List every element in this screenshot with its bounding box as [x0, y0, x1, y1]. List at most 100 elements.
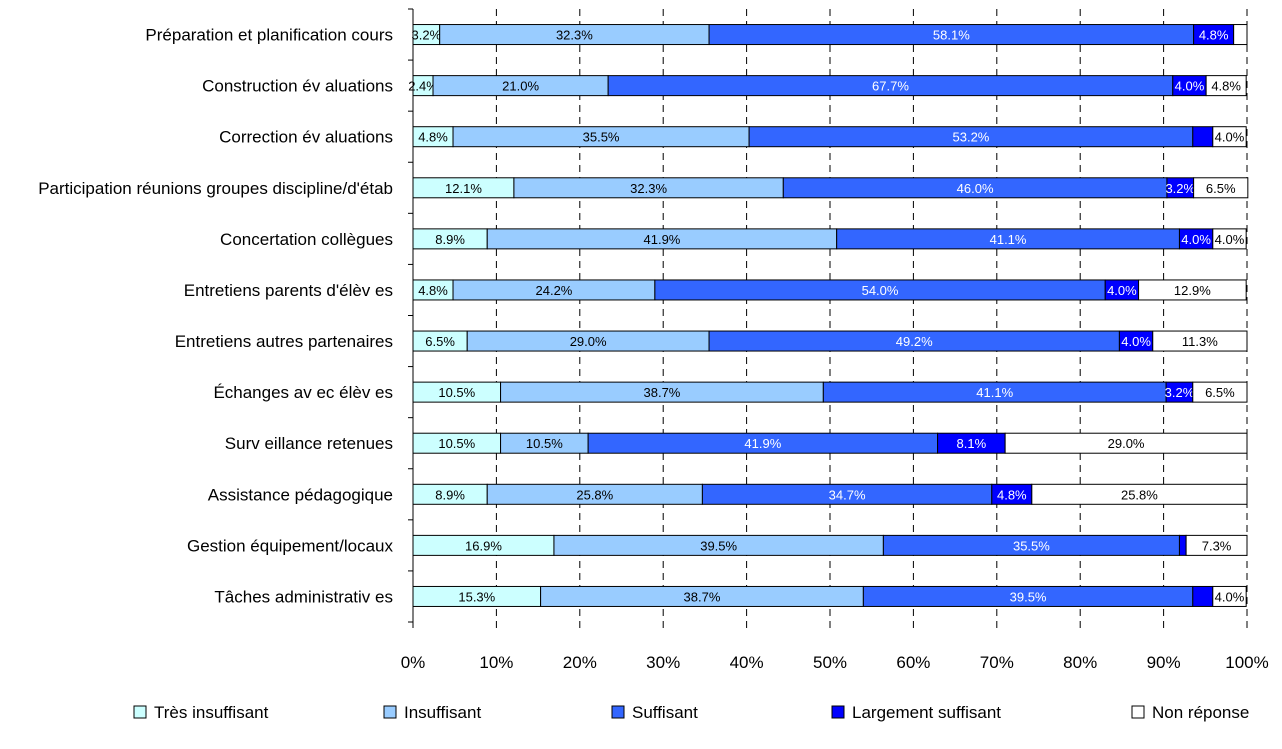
data-label: 10.5%: [438, 385, 475, 400]
x-tick-label: 80%: [1063, 653, 1097, 672]
data-label: 3.2%: [1165, 385, 1195, 400]
data-label: 15.3%: [458, 589, 495, 604]
data-label: 34.7%: [829, 487, 866, 502]
bar-segment: [1178, 534, 1187, 556]
legend-swatch: [383, 705, 397, 719]
bar-segment: [1192, 126, 1214, 148]
legend-label: Largement suffisant: [852, 703, 1001, 722]
gridlines: [495, 9, 1248, 622]
data-label: 4.0%: [1175, 79, 1205, 94]
bar-segment: [1212, 126, 1247, 148]
legend-label: Insuffisant: [404, 703, 481, 722]
data-label: 41.9%: [744, 436, 781, 451]
data-label: 4.0%: [1215, 589, 1245, 604]
legend-swatch: [611, 705, 625, 719]
data-label: 6.5%: [425, 334, 455, 349]
data-label: 32.3%: [556, 28, 593, 43]
data-label: 25.8%: [1121, 487, 1158, 502]
data-label: 41.1%: [990, 232, 1027, 247]
data-label: 4.0%: [1181, 232, 1211, 247]
bar-segment: [1212, 228, 1247, 250]
bar-segment: [1205, 75, 1247, 97]
data-label: 3.2%: [1165, 181, 1195, 196]
data-label: 21.0%: [502, 79, 539, 94]
data-label: 8.9%: [435, 232, 465, 247]
data-label: 67.7%: [872, 79, 909, 94]
x-tick-label: 20%: [563, 653, 597, 672]
data-label: 8.9%: [435, 487, 465, 502]
bar-segment: [1193, 177, 1249, 199]
category-label: Gestion équipement/locaux: [187, 536, 394, 555]
data-label: 29.0%: [1108, 436, 1145, 451]
legend-swatch: [133, 705, 147, 719]
data-label: 53.2%: [953, 130, 990, 145]
data-label: 4.8%: [1211, 79, 1241, 94]
category-label: Échanges av ec élèv es: [213, 383, 393, 402]
bar-segment: [1233, 24, 1248, 46]
category-label: Entretiens autres partenaires: [175, 332, 393, 351]
data-label: 46.0%: [957, 181, 994, 196]
bar-segment: [1152, 330, 1248, 352]
x-tick-label: 40%: [730, 653, 764, 672]
data-label: 25.8%: [576, 487, 613, 502]
data-label: 41.9%: [644, 232, 681, 247]
category-label: Entretiens parents d'élèv es: [184, 281, 393, 300]
x-tick-label: 0%: [401, 653, 426, 672]
category-label: Surv eillance retenues: [225, 434, 393, 453]
data-label: 4.8%: [418, 283, 448, 298]
data-label: 11.3%: [1182, 334, 1218, 349]
bar-segment: [1031, 483, 1248, 505]
x-tick-label: 50%: [813, 653, 847, 672]
bars: 3.2% 32.3% 58.1% 4.8% 2.4% 21.0% 67.7% 4.0% 4.8%…: [408, 24, 1249, 607]
data-label: 38.7%: [644, 385, 681, 400]
data-label: 16.9%: [465, 538, 502, 553]
data-label: 4.8%: [1199, 28, 1229, 43]
data-label: 6.5%: [1206, 181, 1236, 196]
data-label: 38.7%: [684, 589, 721, 604]
data-label: 41.1%: [976, 385, 1013, 400]
bar-segment: [1212, 585, 1247, 607]
data-label: 3.2%: [412, 28, 442, 43]
legend-swatch: [831, 705, 845, 719]
bar-segment: [1138, 279, 1247, 301]
category-label: Participation réunions groupes disciplin…: [38, 179, 393, 198]
data-label: 4.0%: [1121, 334, 1151, 349]
data-label: 10.5%: [438, 436, 475, 451]
axes: 0% 10% 20% 30% 40% 50% 60% 70% 80% 90% 100% Prépara…: [38, 8, 1269, 672]
data-label: 4.8%: [418, 130, 448, 145]
data-label: 58.1%: [933, 28, 970, 43]
data-label: 29.0%: [570, 334, 607, 349]
data-label: 4.0%: [1215, 232, 1245, 247]
x-tick-label: 10%: [479, 653, 513, 672]
x-tick-label: 60%: [896, 653, 930, 672]
data-label: 2.4%: [408, 79, 438, 94]
legend: Très insuffisant Insuffisant Suffisant Larg…: [133, 703, 1249, 722]
bar-segment: [1192, 585, 1214, 607]
data-label: 24.2%: [536, 283, 573, 298]
category-label: Construction év aluations: [202, 77, 393, 96]
data-label: 6.5%: [1205, 385, 1235, 400]
category-label: Correction év aluations: [219, 128, 393, 147]
data-label: 54.0%: [862, 283, 899, 298]
data-label: 8.1%: [957, 436, 987, 451]
legend-label: Très insuffisant: [154, 703, 269, 722]
legend-label: Suffisant: [632, 703, 698, 722]
bar-segment: [1192, 381, 1248, 403]
data-label: 10.5%: [526, 436, 563, 451]
x-tick-label: 90%: [1147, 653, 1181, 672]
x-tick-label: 100%: [1225, 653, 1268, 672]
data-label: 39.5%: [1010, 589, 1047, 604]
data-label: 4.0%: [1107, 283, 1137, 298]
x-tick-label: 30%: [646, 653, 680, 672]
x-tick-label: 70%: [980, 653, 1014, 672]
bar-segment: [1004, 432, 1248, 454]
data-label: 32.3%: [630, 181, 667, 196]
legend-label: Non réponse: [1152, 703, 1249, 722]
data-label: 4.0%: [1215, 130, 1245, 145]
data-label: 7.3%: [1202, 538, 1232, 553]
data-label: 4.8%: [997, 487, 1027, 502]
category-label: Concertation collègues: [220, 230, 393, 249]
data-label: 49.2%: [896, 334, 933, 349]
